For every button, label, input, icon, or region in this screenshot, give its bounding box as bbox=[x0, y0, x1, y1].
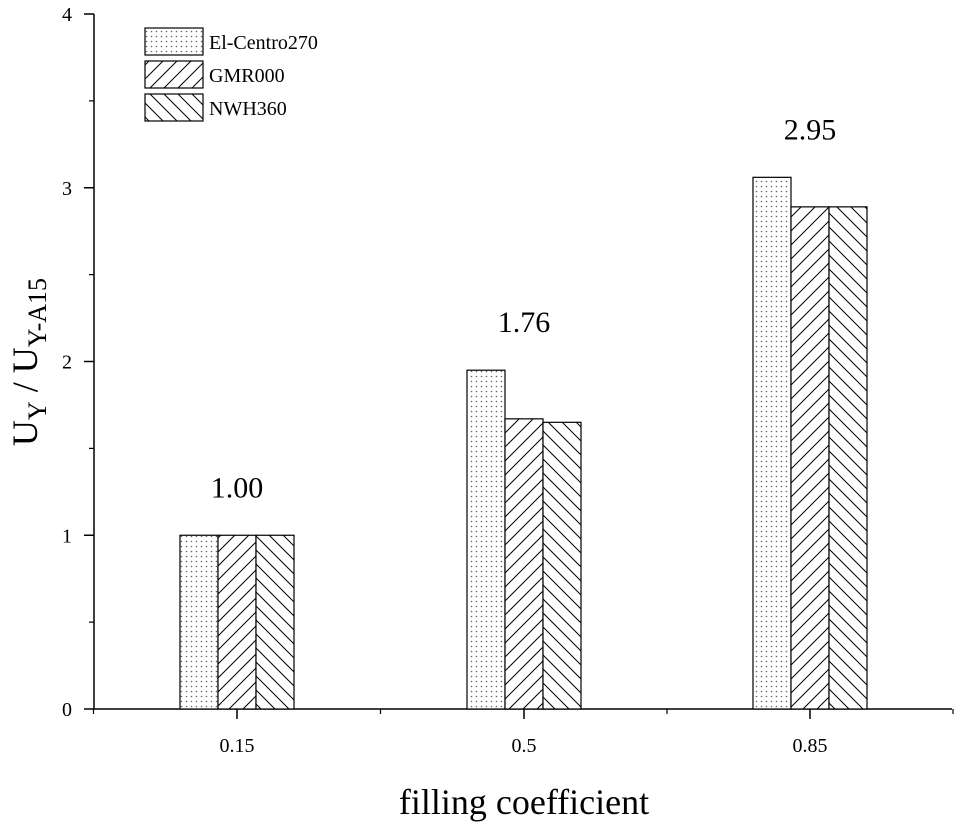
bar-el-centro270-0.5 bbox=[466, 369, 506, 710]
y-axis-label: UY / UY-A15 bbox=[5, 278, 52, 446]
legend-swatch-el-centro270 bbox=[144, 27, 204, 56]
y-label-main: U bbox=[5, 420, 45, 446]
x-tick-label: 0.85 bbox=[793, 735, 828, 757]
bar-el-centro270-0.15 bbox=[179, 534, 219, 710]
bar-gmr000-0.5 bbox=[504, 418, 544, 710]
y-tick-label: 4 bbox=[62, 4, 72, 26]
bar-nwh360-0.15 bbox=[255, 534, 295, 710]
x-axis-label: filling coefficient bbox=[399, 782, 649, 822]
bar-gmr000-0.85 bbox=[790, 206, 830, 710]
legend-label: GMR000 bbox=[209, 65, 285, 87]
group-annotation: 2.95 bbox=[784, 113, 837, 146]
y-label-sub1: Y bbox=[23, 401, 52, 420]
y-ticks: 0 1 2 3 4 bbox=[62, 4, 94, 721]
bar-gmr000-0.15 bbox=[217, 534, 257, 710]
y-tick-label: 1 bbox=[62, 525, 72, 547]
legend-label: NWH360 bbox=[209, 98, 287, 120]
bar-nwh360-0.5 bbox=[542, 421, 582, 710]
annotations: 1.00 1.76 2.95 bbox=[211, 113, 837, 504]
y-tick-label: 0 bbox=[62, 699, 72, 721]
x-ticks: 0.15 0.5 0.85 bbox=[92, 709, 954, 757]
group-annotation: 1.76 bbox=[498, 306, 551, 339]
y-tick-label: 2 bbox=[62, 352, 72, 374]
y-tick-label: 3 bbox=[62, 178, 72, 200]
bar-nwh360-0.85 bbox=[828, 206, 868, 710]
bars bbox=[179, 176, 868, 710]
bar-el-centro270-0.85 bbox=[752, 176, 792, 710]
group-annotation: 1.00 bbox=[211, 471, 264, 504]
legend: El-Centro270 GMR000 NWH360 bbox=[144, 27, 318, 122]
legend-swatch-gmr000 bbox=[144, 60, 204, 89]
y-label-sep: / U bbox=[5, 347, 45, 401]
y-label-sub2: Y-A15 bbox=[23, 278, 52, 347]
x-tick-label: 0.15 bbox=[220, 735, 255, 757]
legend-label: El-Centro270 bbox=[209, 32, 318, 54]
x-tick-label: 0.5 bbox=[512, 735, 537, 757]
legend-swatch-nwh360 bbox=[144, 93, 204, 122]
